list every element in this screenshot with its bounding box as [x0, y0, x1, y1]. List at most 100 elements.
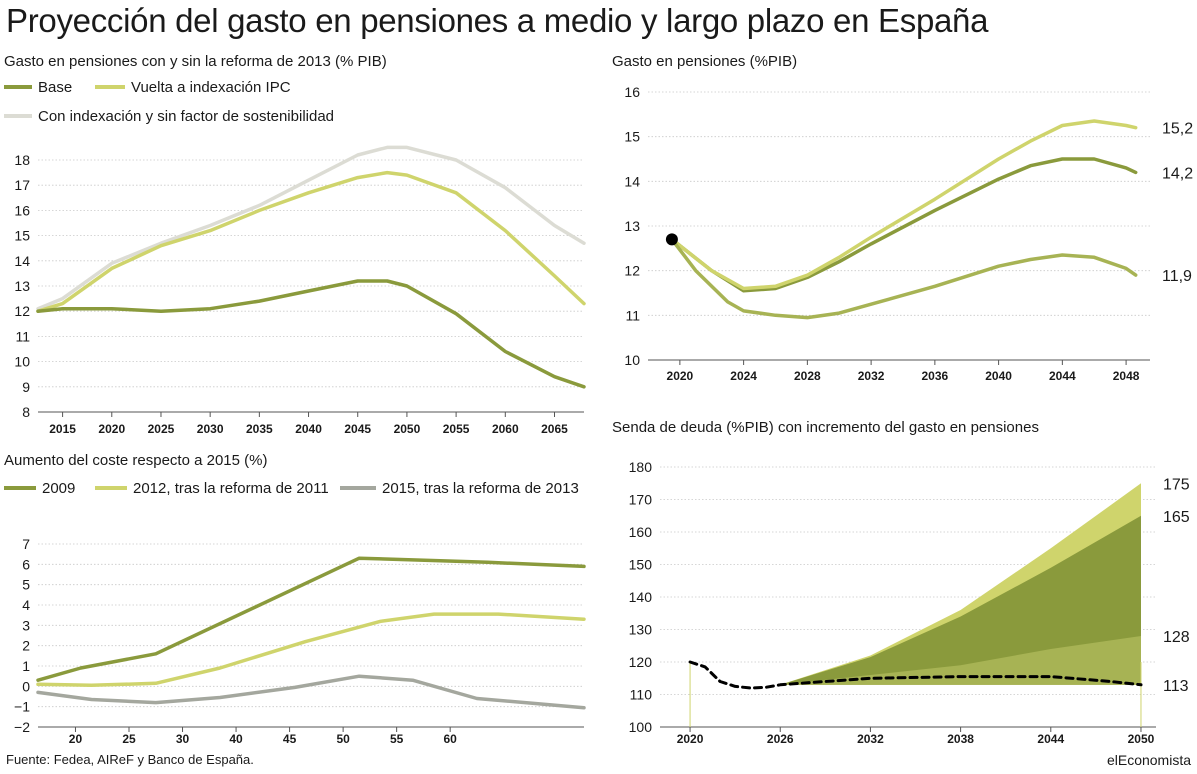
- c1-xtick-label: 2055: [443, 422, 470, 436]
- c1-ytick-label: 15: [14, 228, 30, 244]
- c1-ytick-label: 16: [14, 202, 30, 218]
- c1-legend-label: Con indexación y sin factor de sostenibi…: [38, 108, 334, 125]
- c1-ytick-label: 17: [14, 177, 30, 193]
- c4-title: Senda de deuda (%PIB) con incremento del…: [612, 419, 1039, 436]
- c1-ytick-label: 13: [14, 278, 30, 294]
- c3-xtick-label: 30: [176, 732, 190, 746]
- c2-end-label: 15,2: [1162, 121, 1193, 138]
- c1-xtick-label: 2045: [344, 422, 371, 436]
- c3-series-line: [36, 674, 586, 710]
- source-note: Fuente: Fedea, AIReF y Banco de España.: [6, 752, 254, 767]
- c2-ytick-label: 14: [624, 173, 640, 189]
- c3-ytick-label: 4: [22, 597, 30, 613]
- c4-xtick-label: 2038: [947, 732, 974, 746]
- c1-ytick-label: 10: [14, 354, 30, 370]
- c2-title: Gasto en pensiones (%PIB): [612, 53, 797, 70]
- c3-xtick-label: 40: [229, 732, 243, 746]
- c4-ytick-label: 110: [630, 687, 653, 703]
- c4-area: [780, 515, 1141, 685]
- c1-xtick-label: 2040: [295, 422, 322, 436]
- c1-xtick-label: 2050: [394, 422, 421, 436]
- c3-series-line: [36, 612, 586, 688]
- c1-title: Gasto en pensiones con y sin la reforma …: [4, 53, 387, 70]
- c1-xtick-label: 2025: [148, 422, 175, 436]
- c4-ytick-label: 170: [629, 492, 653, 508]
- c4-series-line: [688, 660, 1143, 690]
- c2-ytick-label: 11: [625, 307, 640, 323]
- c1-xtick-label: 2030: [197, 422, 224, 436]
- c1-ytick-label: 18: [14, 152, 30, 168]
- c3-legend-label: 2015, tras la reforma de 2013: [382, 480, 579, 497]
- c1-series-line: [36, 170, 586, 313]
- c3-xtick-label: 20: [69, 732, 83, 746]
- c1-xtick-label: 2065: [541, 422, 568, 436]
- c3-ytick-label: 6: [22, 556, 30, 572]
- c1-ytick-label: 14: [14, 253, 30, 269]
- c1-legend-label: Base: [38, 79, 72, 96]
- brand-logo: elEconomista: [1106, 752, 1191, 768]
- c1-xtick-label: 2015: [49, 422, 76, 436]
- c4-xtick-label: 2050: [1128, 732, 1155, 746]
- c1-xtick-label: 2020: [98, 422, 125, 436]
- c2-xtick-label: 2040: [985, 369, 1012, 383]
- c2-series-line: [670, 237, 1138, 320]
- c3-ytick-label: 0: [22, 678, 30, 694]
- c2-xtick-label: 2036: [922, 369, 949, 383]
- c2-xtick-label: 2044: [1049, 369, 1076, 383]
- c4-xtick-label: 2020: [677, 732, 704, 746]
- c1-xtick-label: 2035: [246, 422, 273, 436]
- c2-ytick-label: 13: [624, 218, 640, 234]
- c2-start-point: [665, 233, 678, 246]
- c1-xtick-label: 2060: [492, 422, 519, 436]
- c2-ytick-label: 15: [624, 129, 640, 145]
- c2-ytick-label: 16: [624, 84, 640, 100]
- c3-ytick-label: 2: [22, 638, 30, 654]
- c2-xtick-label: 2028: [794, 369, 821, 383]
- c1-ytick-label: 9: [22, 379, 30, 395]
- c1-ytick-label: 8: [22, 404, 30, 420]
- c4-area: [780, 636, 1141, 685]
- c4-ytick-label: 150: [629, 557, 653, 573]
- c2-series-line: [670, 157, 1138, 293]
- c2-ytick-label: 10: [624, 352, 640, 368]
- c3-xtick-label: 60: [443, 732, 457, 746]
- c2-xtick-label: 2048: [1113, 369, 1140, 383]
- c2-end-label: 11,9: [1162, 268, 1192, 285]
- c4-end-label: 128: [1163, 629, 1190, 646]
- c4-ytick-label: 160: [629, 524, 653, 540]
- c4-xtick-label: 2044: [1037, 732, 1064, 746]
- c3-xtick-label: 25: [122, 732, 136, 746]
- c4-ytick-label: 140: [629, 589, 653, 605]
- c4-ytick-label: 130: [629, 622, 653, 638]
- c1-ytick-label: 11: [15, 328, 30, 344]
- c4-xtick-label: 2026: [767, 732, 794, 746]
- c3-ytick-label: −1: [14, 699, 30, 715]
- c3-xtick-label: 50: [336, 732, 350, 746]
- c3-ytick-label: −2: [14, 719, 30, 735]
- c4-end-label: 165: [1163, 509, 1190, 526]
- c3-ytick-label: 7: [22, 536, 30, 552]
- c3-series-line: [36, 556, 586, 682]
- c1-legend-label: Vuelta a indexación IPC: [131, 79, 291, 96]
- c1-ytick-label: 12: [14, 303, 30, 319]
- c4-ytick-label: 100: [629, 719, 653, 735]
- c2-xtick-label: 2020: [667, 369, 694, 383]
- c4-end-label: 175: [1163, 476, 1190, 493]
- c4-xtick-label: 2032: [857, 732, 884, 746]
- c4-ytick-label: 180: [629, 459, 653, 475]
- main-title: Proyección del gasto en pensiones a medi…: [6, 2, 989, 39]
- c4-end-label: 113: [1163, 678, 1189, 695]
- c4-ytick-label: 120: [629, 654, 653, 670]
- c3-xtick-label: 45: [283, 732, 297, 746]
- c2-end-label: 14,2: [1162, 165, 1193, 182]
- c2-ytick-label: 12: [624, 263, 640, 279]
- c3-ytick-label: 3: [22, 617, 30, 633]
- c3-ytick-label: 1: [22, 658, 30, 674]
- c3-legend-label: 2009: [42, 480, 75, 497]
- c2-xtick-label: 2024: [730, 369, 757, 383]
- c3-title: Aumento del coste respecto a 2015 (%): [4, 452, 267, 469]
- c1-series-line: [36, 145, 586, 311]
- c3-ytick-label: 5: [22, 577, 30, 593]
- c2-series-line: [670, 119, 1138, 291]
